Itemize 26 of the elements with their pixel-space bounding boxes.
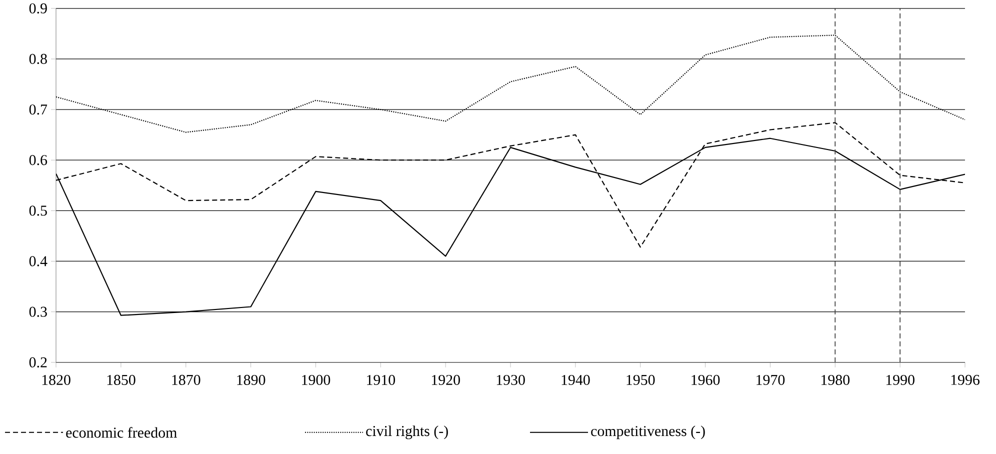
x-tick-label: 1960 bbox=[692, 374, 720, 385]
legend-label: economic freedom bbox=[66, 426, 177, 438]
x-tick-label: 1820 bbox=[42, 374, 70, 385]
legend-label: civil rights (-) bbox=[366, 425, 448, 439]
x-tick-label: 1930 bbox=[496, 374, 525, 385]
y-tick-label: 0.9 bbox=[29, 3, 47, 14]
y-tick-label: 0.6 bbox=[29, 154, 48, 165]
y-tick-label: 0.7 bbox=[29, 104, 48, 114]
legend-label: competitiveness (-) bbox=[591, 425, 705, 439]
x-tick-label: 1900 bbox=[302, 374, 330, 385]
y-tick-label: 0.4 bbox=[29, 256, 48, 266]
x-tick-label: 1940 bbox=[562, 374, 590, 385]
x-tick-label: 1850 bbox=[107, 374, 136, 385]
y-tick-label: 0.2 bbox=[29, 357, 47, 368]
x-tick-label: 1950 bbox=[626, 374, 655, 385]
x-tick-label: 1890 bbox=[237, 374, 266, 385]
y-tick-label: 0.8 bbox=[29, 54, 47, 64]
x-tick-label: 1920 bbox=[432, 374, 460, 385]
x-tick-label: 1910 bbox=[367, 374, 396, 385]
y-tick-label: 0.3 bbox=[29, 306, 47, 317]
x-tick-label: 1980 bbox=[822, 374, 850, 385]
x-tick-label: 1996 bbox=[951, 374, 980, 385]
y-tick-label: 0.5 bbox=[29, 205, 47, 216]
x-tick-label: 1870 bbox=[172, 374, 200, 385]
x-tick-label: 1990 bbox=[886, 374, 914, 385]
x-tick-label: 1970 bbox=[756, 374, 785, 385]
